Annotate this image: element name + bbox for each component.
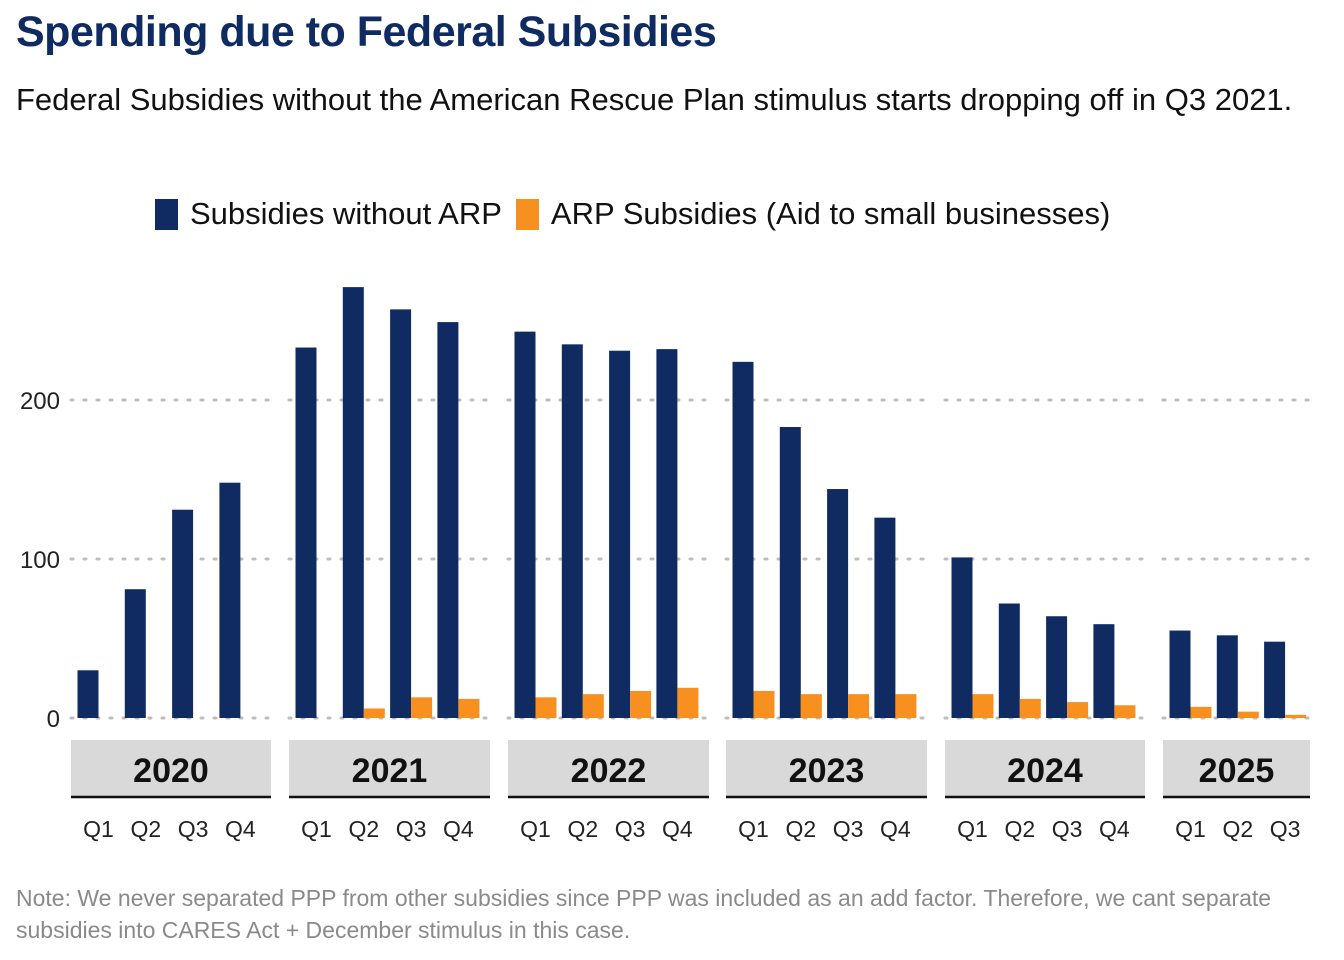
x-tick-label-2023-Q3: Q3 (833, 816, 864, 842)
bar-2020-Q4-without-arp (219, 482, 241, 718)
legend-swatch-series-1 (155, 198, 178, 230)
facet-label-2025: 2025 (1199, 752, 1275, 790)
bar-2024-Q3-without-arp (1046, 616, 1068, 718)
bar-2025-Q3-without-arp (1264, 641, 1286, 718)
y-tick-label: 200 (20, 388, 60, 415)
bar-2025-Q2-without-arp (1216, 635, 1238, 718)
x-tick-label-2022-Q3: Q3 (615, 816, 646, 842)
x-tick-label-2022-Q2: Q2 (567, 816, 598, 842)
bar-2024-Q1-without-arp (951, 557, 973, 718)
bar-2023-Q4-arp (895, 694, 917, 718)
bar-2021-Q1-without-arp (295, 347, 317, 718)
bar-2024-Q3-arp (1067, 702, 1089, 718)
bar-2020-Q1-without-arp (77, 670, 99, 718)
bar-2022-Q1-without-arp (514, 331, 536, 718)
x-tick-label-2024-Q3: Q3 (1052, 816, 1083, 842)
bar-2023-Q1-arp (753, 690, 775, 718)
facet-strip-2024 (945, 740, 1145, 796)
legend-label-series-1: Subsidies without ARP (190, 196, 502, 231)
legend-swatch-series-2 (515, 198, 539, 230)
x-tick-label-2020-Q2: Q2 (130, 816, 161, 842)
bar-2023-Q1-without-arp (732, 361, 754, 718)
bar-2023-Q2-arp (800, 694, 822, 718)
bar-2022-Q3-arp (630, 690, 652, 718)
bar-2025-Q2-arp (1237, 711, 1259, 718)
bar-2024-Q4-without-arp (1093, 624, 1115, 718)
bar-2021-Q2-without-arp (342, 287, 364, 718)
bar-2022-Q4-without-arp (656, 349, 678, 718)
facet-strip-2020 (71, 740, 271, 796)
x-tick-label-2021-Q3: Q3 (396, 816, 427, 842)
facet-strip-2021 (289, 740, 490, 796)
bar-2023-Q3-arp (848, 694, 870, 718)
x-tick-label-2023-Q1: Q1 (738, 816, 769, 842)
x-tick-label-2020-Q4: Q4 (225, 816, 256, 842)
x-tick-label-2023-Q2: Q2 (785, 816, 816, 842)
x-tick-label-2024-Q2: Q2 (1004, 816, 1035, 842)
facet-label-2024: 2024 (1007, 752, 1083, 790)
x-tick-label-2022-Q1: Q1 (520, 816, 551, 842)
y-tick-label: 100 (20, 547, 60, 574)
bar-2021-Q4-without-arp (437, 322, 459, 718)
bar-2020-Q2-without-arp (124, 589, 146, 718)
x-tick-label-2023-Q4: Q4 (880, 816, 911, 842)
legend-item-series-2: ARP Subsidies (Aid to small businesses) (515, 196, 1111, 232)
bar-2021-Q4-arp (458, 698, 480, 718)
bar-2025-Q3-arp (1285, 714, 1307, 718)
chart-note: Note: We never separated PPP from other … (16, 885, 1272, 943)
bar-2023-Q3-without-arp (827, 489, 849, 718)
bar-2021-Q3-arp (411, 697, 433, 718)
x-tick-label-2020-Q3: Q3 (178, 816, 209, 842)
facet-strip-2022 (508, 740, 709, 796)
bar-2024-Q4-arp (1114, 705, 1136, 718)
x-tick-label-2020-Q1: Q1 (83, 816, 114, 842)
x-tick-label-2021-Q1: Q1 (301, 816, 332, 842)
bar-2023-Q2-without-arp (779, 427, 801, 718)
x-tick-label-2024-Q4: Q4 (1099, 816, 1130, 842)
facet-strip-2025 (1163, 740, 1310, 796)
bar-2022-Q1-arp (535, 697, 557, 718)
legend-label-series-2: ARP Subsidies (Aid to small businesses) (550, 196, 1111, 231)
chart-title: Spending due to Federal Subsidies (16, 8, 717, 56)
x-tick-label-2024-Q1: Q1 (957, 816, 988, 842)
facet-label-2021: 2021 (352, 752, 428, 790)
bar-2022-Q2-without-arp (561, 344, 583, 718)
bar-2024-Q2-arp (1019, 698, 1041, 718)
x-tick-label-2021-Q4: Q4 (443, 816, 474, 842)
bar-2024-Q2-without-arp (998, 603, 1020, 718)
bar-2023-Q4-without-arp (874, 517, 896, 718)
x-tick-label-2022-Q4: Q4 (662, 816, 693, 842)
x-tick-label-2025-Q3: Q3 (1270, 816, 1301, 842)
x-tick-label-2025-Q1: Q1 (1175, 816, 1206, 842)
legend: Subsidies without ARP ARP Subsidies (Aid… (155, 196, 1124, 232)
bar-2022-Q2-arp (582, 694, 604, 718)
bar-2022-Q3-without-arp (609, 350, 631, 718)
bar-2020-Q3-without-arp (172, 509, 194, 718)
bar-2021-Q2-arp (363, 708, 385, 718)
bar-2025-Q1-without-arp (1169, 630, 1191, 718)
facet-label-2020: 2020 (133, 752, 209, 790)
bar-2024-Q1-arp (972, 694, 994, 718)
x-tick-label-2025-Q2: Q2 (1222, 816, 1253, 842)
x-tick-label-2021-Q2: Q2 (348, 816, 379, 842)
facet-label-2023: 2023 (789, 752, 865, 790)
bar-2022-Q4-arp (677, 687, 699, 718)
legend-item-series-1: Subsidies without ARP (155, 196, 502, 232)
bar-2025-Q1-arp (1190, 706, 1212, 718)
bar-2021-Q3-without-arp (390, 309, 412, 718)
y-tick-label: 0 (47, 706, 60, 733)
facet-label-2022: 2022 (571, 752, 647, 790)
chart-subtitle: Federal Subsidies without the American R… (16, 82, 1293, 117)
facet-strip-2023 (726, 740, 927, 796)
